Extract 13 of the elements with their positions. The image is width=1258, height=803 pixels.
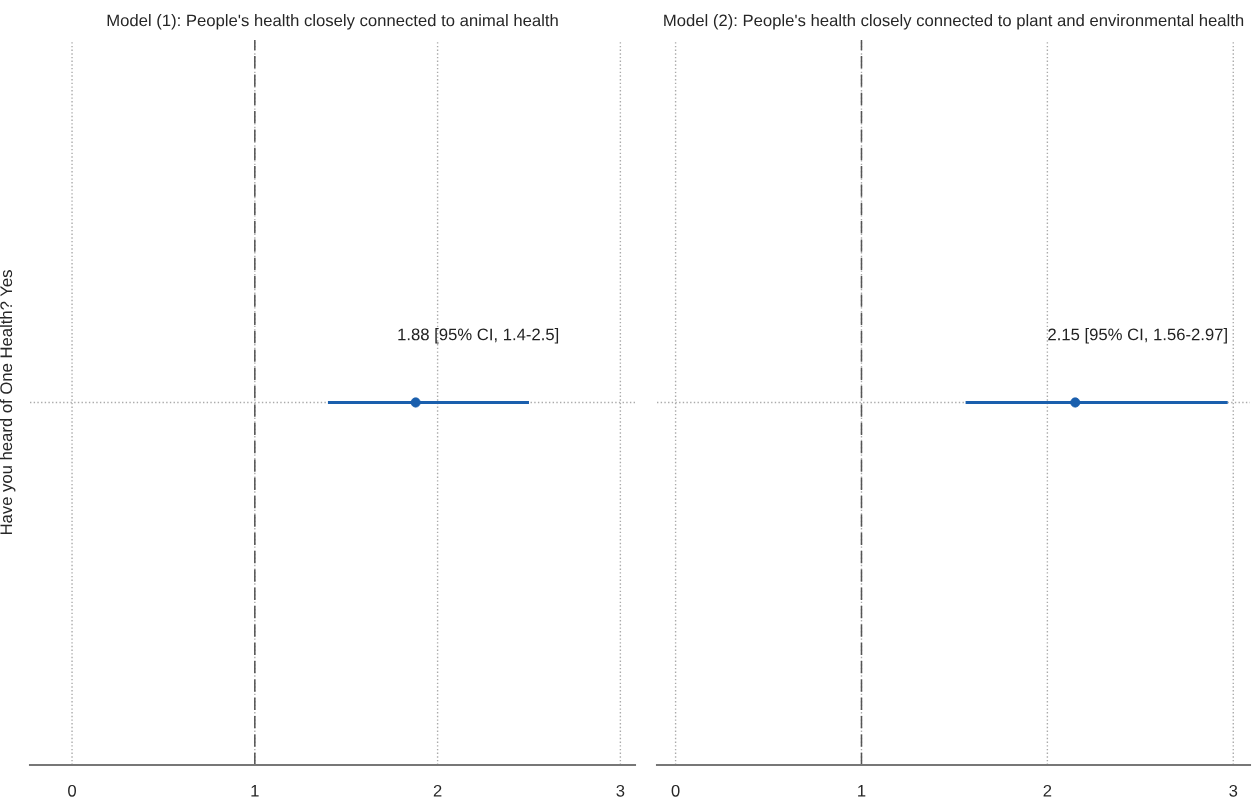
y-axis-title: Have you heard of One Health? Yes — [0, 270, 16, 535]
annotation: 1.88 [95% CI, 1.4-2.5] — [398, 328, 559, 344]
chart-title: Model (2): People's health closely connected to plant and environmental health — [664, 14, 1244, 30]
x-tick-label: 0 — [671, 784, 680, 797]
x-tick-label: 2 — [1043, 784, 1052, 797]
annotation: 2.15 [95% CI, 1.56-2.97] — [1048, 328, 1227, 344]
x-tick-label: 3 — [1229, 784, 1238, 797]
chart-title: Model (1): People's health closely connected to animal health — [107, 14, 558, 30]
x-tick-label: 3 — [616, 784, 625, 797]
x-tick-label: 2 — [433, 784, 442, 797]
x-tick-label: 1 — [251, 785, 259, 797]
x-tick-label: 0 — [68, 784, 77, 797]
x-tick-label: 1 — [858, 785, 866, 797]
